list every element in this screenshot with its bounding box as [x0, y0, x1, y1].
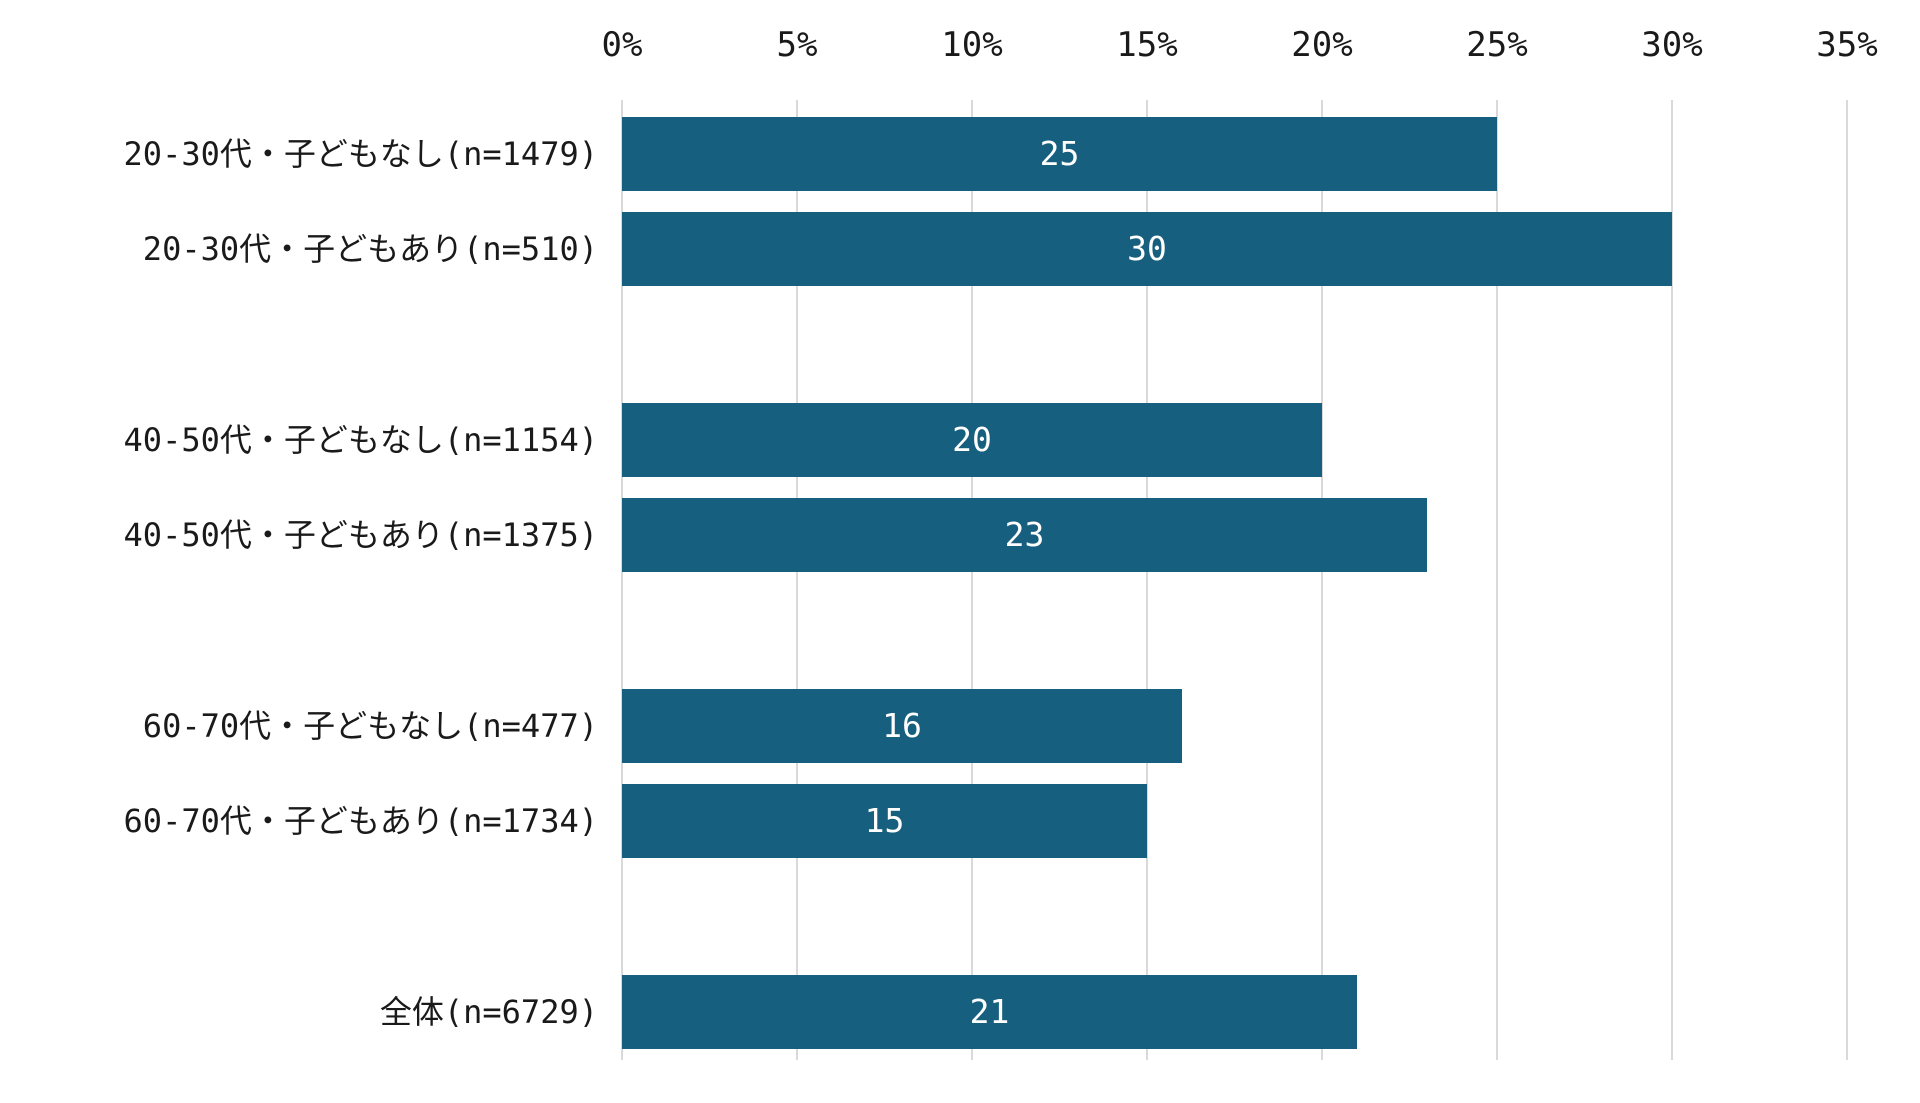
bar-value-label: 20 — [952, 419, 992, 459]
gridline — [1321, 100, 1323, 1060]
x-axis-tick-label: 0% — [601, 25, 643, 65]
bar: 20 — [622, 402, 1322, 477]
category-label: 20-30代・子どもなし(n=1479) — [123, 135, 598, 173]
bar-value-label: 25 — [1039, 134, 1080, 173]
gridline — [971, 100, 973, 1060]
bar: 15 — [622, 784, 1147, 859]
bar-value-label: 23 — [1004, 515, 1045, 555]
y-axis-baseline — [621, 100, 623, 1060]
bar-value-label: 16 — [882, 705, 922, 745]
category-label: 60-70代・子どもあり(n=1734) — [123, 802, 598, 841]
gridline — [796, 100, 798, 1060]
x-axis-tick-label: 25% — [1466, 25, 1528, 65]
bar: 21 — [622, 974, 1357, 1049]
gridline — [1146, 100, 1148, 1060]
x-axis-tick-label: 35% — [1816, 25, 1878, 65]
gridline — [1496, 100, 1498, 1060]
category-label: 40-50代・子どもなし(n=1154) — [123, 420, 598, 459]
category-label: 40-50代・子どもあり(n=1375) — [123, 516, 598, 555]
category-label: 20-30代・子どもあり(n=510) — [142, 230, 598, 269]
bar-value-label: 21 — [969, 991, 1010, 1031]
x-axis-tick-label: 10% — [941, 25, 1003, 65]
x-axis-tick-label: 15% — [1116, 25, 1178, 65]
bar: 16 — [622, 688, 1182, 763]
bar: 30 — [622, 212, 1672, 287]
x-axis-tick-label: 30% — [1641, 25, 1703, 65]
bar-value-label: 30 — [1127, 229, 1167, 269]
bar: 23 — [622, 498, 1427, 573]
category-label: 全体(n=6729) — [379, 992, 598, 1031]
category-label: 60-70代・子どもなし(n=477) — [142, 706, 598, 745]
x-axis-tick-label: 5% — [776, 25, 818, 65]
gridline — [1846, 100, 1848, 1060]
bar-value-label: 15 — [864, 801, 905, 841]
gridline — [1671, 100, 1673, 1060]
x-axis-tick-label: 20% — [1291, 25, 1353, 65]
bar: 25 — [622, 117, 1497, 191]
